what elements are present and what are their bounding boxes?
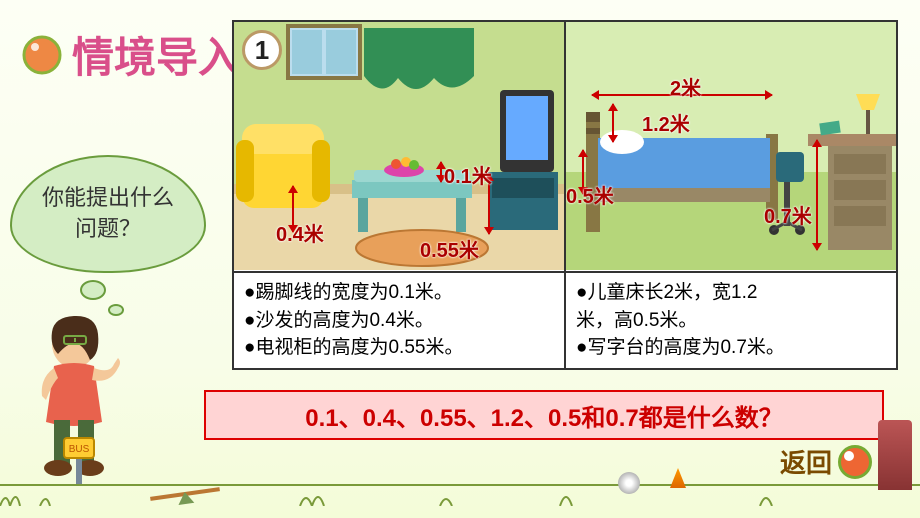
bus-stop-icon: BUS <box>60 436 98 484</box>
desc-living: ●踢脚线的宽度为0.1米。 ●沙发的高度为0.4米。 ●电视柜的高度为0.55米… <box>234 273 566 368</box>
living-room: 1 <box>234 22 566 271</box>
desc-line: ●沙发的高度为0.4米。 <box>244 307 554 335</box>
dim-bed-width: 1.2米 <box>642 108 690 137</box>
tower-icon <box>878 420 912 490</box>
badge-1: 1 <box>242 30 282 70</box>
q-icon <box>20 33 64 77</box>
title-block: 情境导入 <box>20 24 240 85</box>
return-label: 返回 <box>780 443 832 480</box>
dim-desk-height: 0.7米 <box>764 200 812 229</box>
scene-panel: 1 <box>232 20 898 370</box>
bedroom: 2米 1.2米 0.5米 0.7米 <box>566 22 896 271</box>
return-icon <box>838 445 872 479</box>
page-title: 情境导入 <box>72 24 240 85</box>
rooms-row: 1 <box>234 22 896 273</box>
thought-bubble: 你能提出什么 问题？ <box>10 155 206 273</box>
svg-text:BUS: BUS <box>69 444 90 455</box>
dim-bed-height: 0.5米 <box>566 180 614 209</box>
desc-line: ●电视柜的高度为0.55米。 <box>244 334 554 362</box>
dim-skirting: 0.1米 <box>444 160 492 189</box>
dim-bed-length: 2米 <box>670 72 701 101</box>
question-text: 0.1、0.4、0.55、1.2、0.5和0.7都是什么数？ <box>305 398 783 433</box>
bubble-text: 你能提出什么 问题？ <box>42 183 174 245</box>
traffic-cone-icon <box>670 468 686 488</box>
soccer-ball-icon <box>618 472 640 494</box>
grass-decoration <box>0 486 920 506</box>
dim-sofa: 0.4米 <box>276 218 324 247</box>
desc-bedroom: ●儿童床长2米，宽1.2 米，高0.5米。 ●写字台的高度为0.7米。 <box>566 273 896 368</box>
question-box: 0.1、0.4、0.55、1.2、0.5和0.7都是什么数？ <box>204 390 884 440</box>
return-button[interactable]: 返回 <box>780 443 872 480</box>
bedroom-illustration <box>566 22 896 270</box>
descriptions-row: ●踢脚线的宽度为0.1米。 ●沙发的高度为0.4米。 ●电视柜的高度为0.55米… <box>234 273 896 368</box>
desc-line: ●写字台的高度为0.7米。 <box>576 334 886 362</box>
desc-line: ●儿童床长2米，宽1.2 <box>576 279 886 307</box>
desc-line: 米，高0.5米。 <box>576 307 886 335</box>
bubble-dot <box>80 280 106 300</box>
desc-line: ●踢脚线的宽度为0.1米。 <box>244 279 554 307</box>
dim-tvstand: 0.55米 <box>420 234 479 263</box>
